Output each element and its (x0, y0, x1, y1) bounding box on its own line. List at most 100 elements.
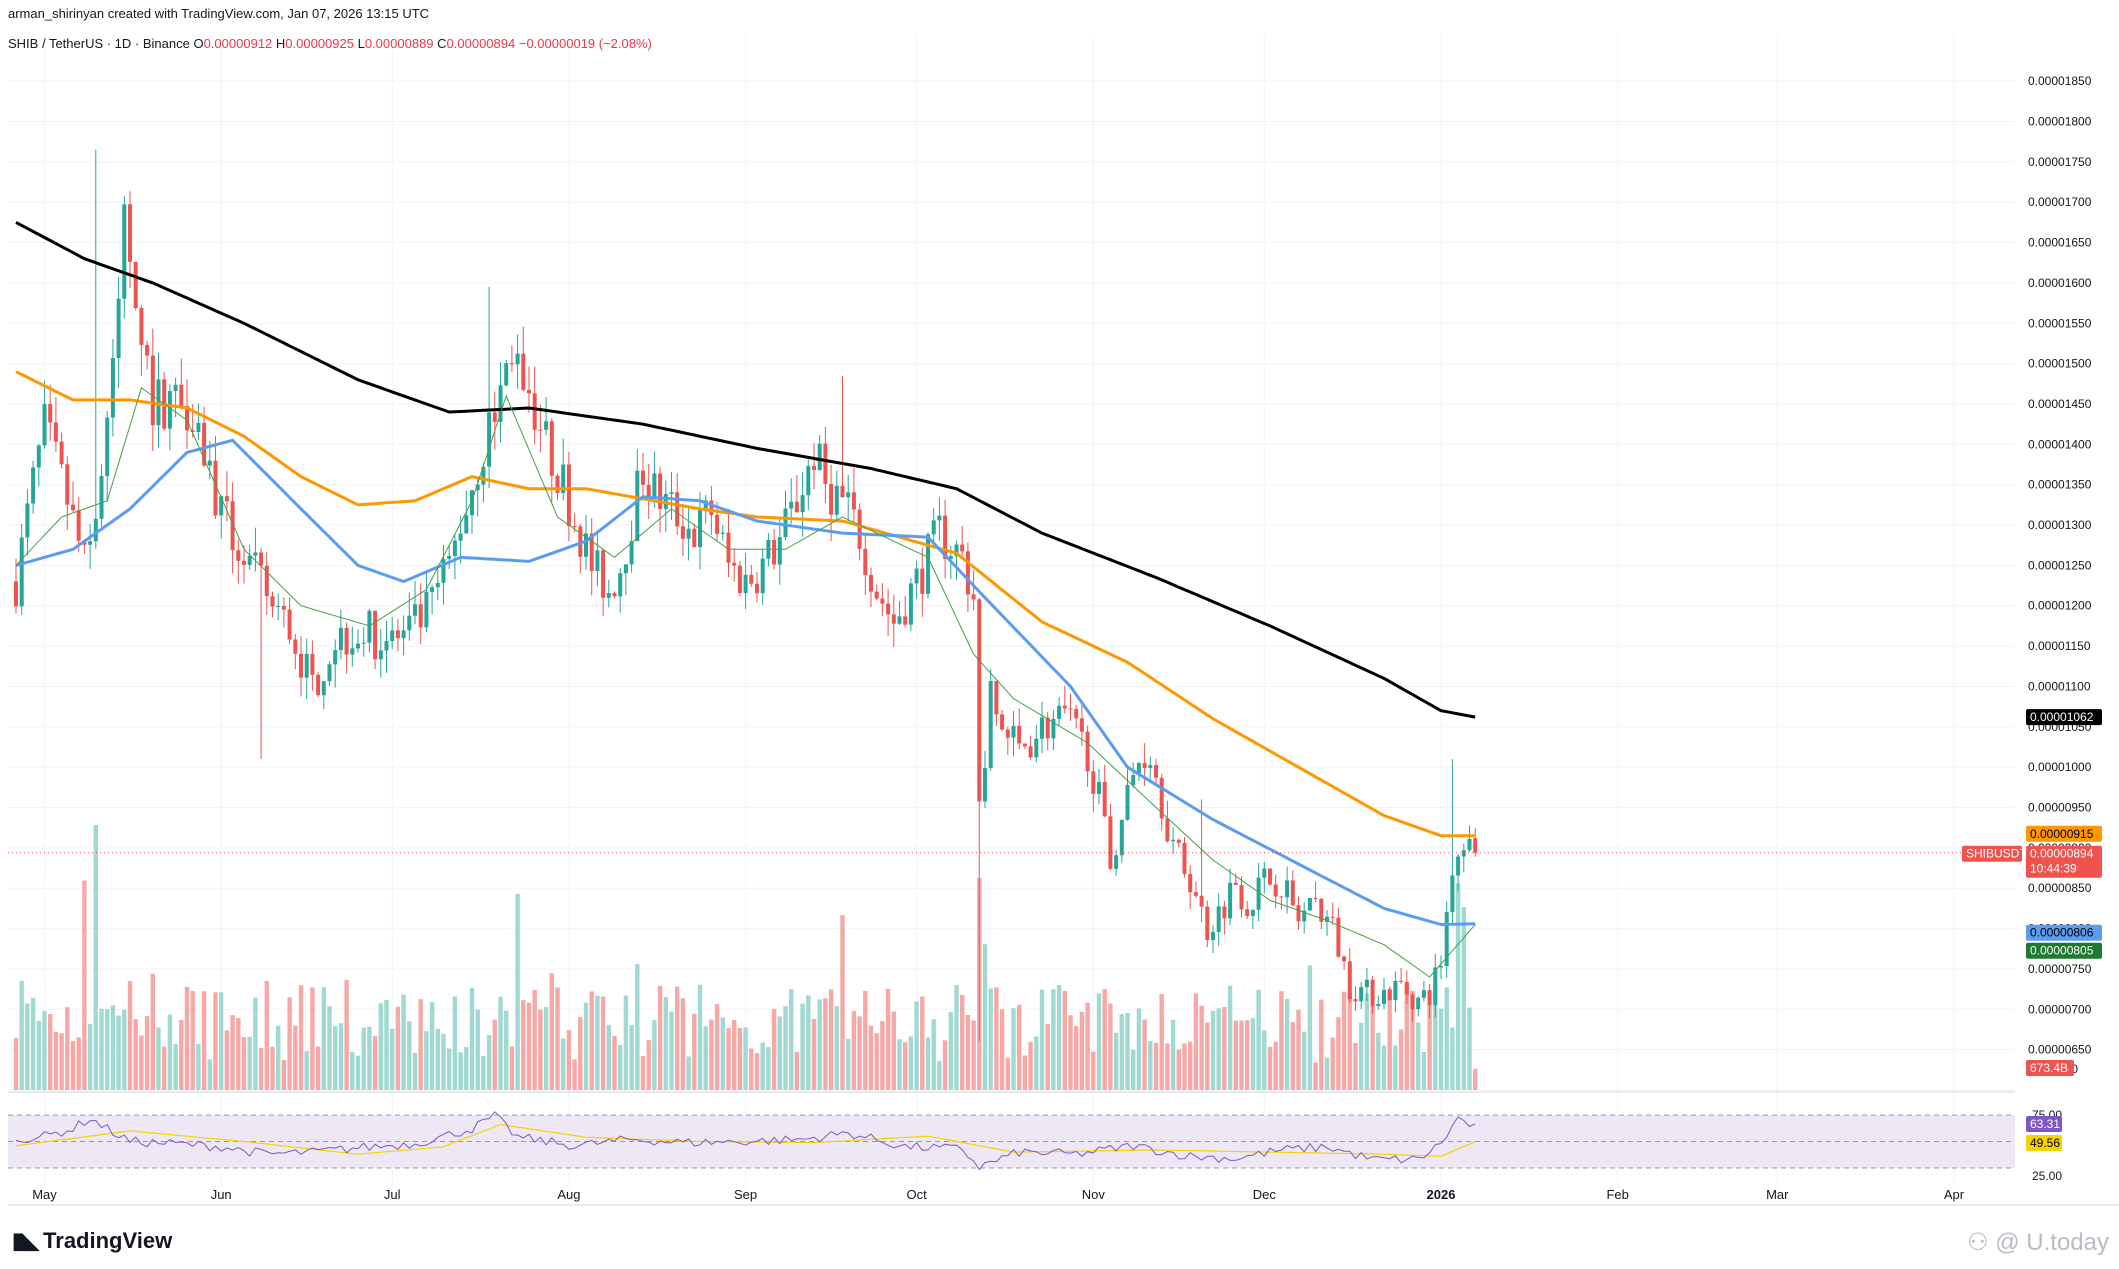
volume-bar (1005, 1058, 1010, 1090)
volume-bar (1290, 1022, 1295, 1090)
volume-bar (116, 1015, 121, 1090)
volume-bar (583, 1002, 589, 1090)
candle-body (1142, 763, 1147, 768)
volume-bar (942, 1040, 948, 1090)
candle-body (812, 465, 816, 471)
volume-bar (743, 1027, 748, 1090)
volume-bar (1102, 989, 1107, 1090)
volume-bar (59, 1033, 64, 1090)
ohlc-low: 0.00000889 (364, 36, 434, 51)
candle-body (629, 541, 634, 565)
volume-bar (652, 1020, 657, 1090)
volume-bar (441, 1033, 446, 1090)
candle-body (48, 403, 53, 423)
volume-bar (885, 988, 891, 1090)
candle-body (173, 384, 178, 392)
volume-bar (338, 1023, 344, 1090)
y-tick-label: 0.00001200 (2028, 599, 2092, 613)
y-tick-label: 0.00000850 (2028, 881, 2092, 895)
candle-body (1057, 705, 1062, 719)
volume-bar (754, 1052, 760, 1090)
candle-body (1193, 892, 1198, 896)
candle-body (1279, 896, 1284, 898)
candle-body (390, 630, 395, 641)
candle-body (1285, 880, 1290, 898)
volume-bar (897, 1039, 902, 1090)
candle-body (1097, 781, 1101, 794)
volume-bar (173, 1043, 178, 1090)
candle-body (988, 680, 993, 768)
volume-bar (703, 1026, 708, 1090)
volume-bar (1034, 1036, 1039, 1090)
ma-green-tag: 0.00000805 (2030, 944, 2094, 958)
candle-body (156, 379, 161, 426)
candle-body (1262, 868, 1267, 878)
y-tick-label: 0.00001850 (2028, 74, 2092, 88)
volume-bar (1188, 1041, 1193, 1090)
x-tick-label: Mar (1766, 1187, 1789, 1202)
volume-bar (1199, 1005, 1204, 1090)
volume-bar (1267, 1046, 1273, 1090)
ohlc-close: 0.00000894 (446, 36, 516, 51)
x-tick-label: May (32, 1187, 57, 1202)
volume-bar (720, 1017, 725, 1090)
candle-body (1268, 868, 1272, 885)
volume-bar (184, 986, 190, 1090)
candle-body (116, 298, 121, 359)
candle-body (783, 508, 788, 538)
candle-body (281, 606, 286, 610)
candle-body (851, 492, 856, 510)
x-tick-label: Nov (1082, 1187, 1106, 1202)
volume-bar (760, 1042, 765, 1090)
candle-body (1410, 994, 1415, 1010)
rsi-line (15, 1111, 1476, 1171)
candle-body (857, 509, 862, 549)
volume-bar (675, 986, 680, 1090)
candle-body (481, 466, 486, 485)
candle-body (88, 541, 93, 545)
volume-bar (714, 1004, 720, 1090)
candle-body (1433, 967, 1438, 1005)
candle-body (299, 653, 303, 678)
volume-bar (834, 1006, 839, 1090)
tradingview-brand[interactable]: ▮◣ TradingView (12, 1228, 172, 1254)
candle-body (395, 630, 400, 639)
volume-bar (298, 985, 304, 1090)
volume-bar (971, 1020, 976, 1090)
candle-body (19, 537, 24, 607)
y-tick-label: 0.00001500 (2028, 357, 2092, 371)
y-tick-label: 0.00001600 (2028, 276, 2092, 290)
volume-bar (1039, 989, 1045, 1090)
volume-bar (127, 981, 133, 1090)
candle-body (190, 430, 195, 433)
candle-body (475, 484, 480, 491)
y-tick-label: 0.00001450 (2028, 397, 2092, 411)
volume-bar (498, 996, 503, 1090)
volume-bar (36, 1020, 41, 1090)
ohlc-open: 0.00000912 (203, 36, 273, 51)
volume-bar (253, 997, 258, 1090)
candle-body (680, 526, 685, 539)
candle-body (675, 492, 680, 527)
candle-body (1307, 897, 1312, 911)
volume-bar (196, 1043, 201, 1090)
candle-body (145, 344, 150, 356)
volume-bar (1165, 1043, 1170, 1090)
volume-bar (1330, 1037, 1335, 1090)
volume-bar (139, 1035, 144, 1090)
candle-body (1404, 981, 1409, 995)
volume-bar (732, 1019, 737, 1090)
candle-body (213, 460, 218, 516)
candle-body (658, 473, 663, 509)
volume-bar (595, 995, 600, 1090)
rsi-lower-label: 25.00 (2032, 1169, 2062, 1183)
candle-body (1000, 714, 1005, 730)
candle-body (1461, 850, 1466, 857)
volume-bar (828, 989, 834, 1090)
volume-bar (1262, 1030, 1267, 1090)
volume-bar (372, 1036, 378, 1090)
volume-bar (236, 1017, 241, 1090)
candle-body (846, 492, 851, 498)
volume-bar (1353, 1043, 1358, 1090)
